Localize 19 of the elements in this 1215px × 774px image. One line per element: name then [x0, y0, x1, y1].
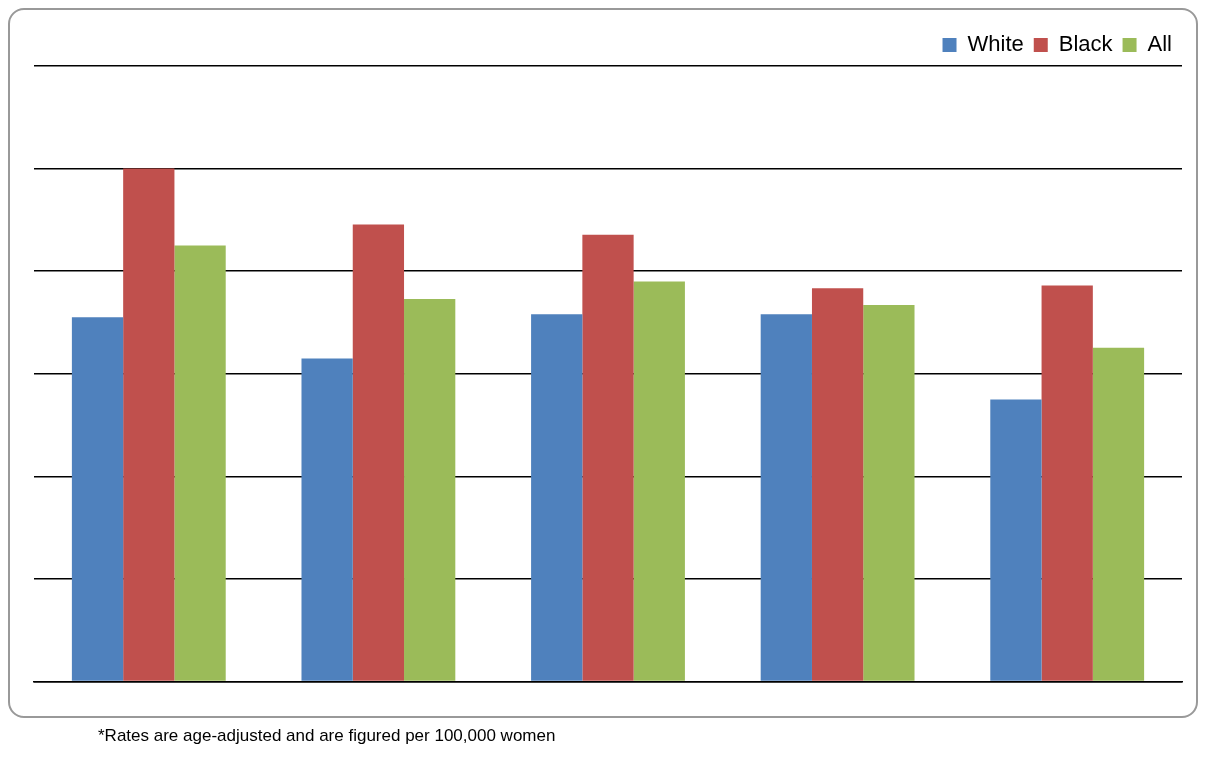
bar [71, 317, 124, 681]
bar [1092, 347, 1145, 681]
bar [301, 358, 353, 681]
bar [633, 281, 685, 681]
bar [123, 168, 175, 681]
bar [863, 305, 915, 681]
legend-label: Black [1058, 31, 1114, 57]
legend-label: White [967, 31, 1024, 57]
bar [1041, 285, 1093, 681]
bar [531, 314, 583, 681]
bar [811, 288, 864, 681]
bar [174, 245, 226, 681]
text: *Rates are age-adjusted and are figured per 100,000 women [98, 726, 557, 746]
bar [352, 224, 405, 681]
legend-label: All [1147, 31, 1172, 57]
bar [990, 399, 1042, 681]
bar [760, 314, 812, 681]
bar [582, 234, 634, 681]
bar [404, 298, 456, 681]
